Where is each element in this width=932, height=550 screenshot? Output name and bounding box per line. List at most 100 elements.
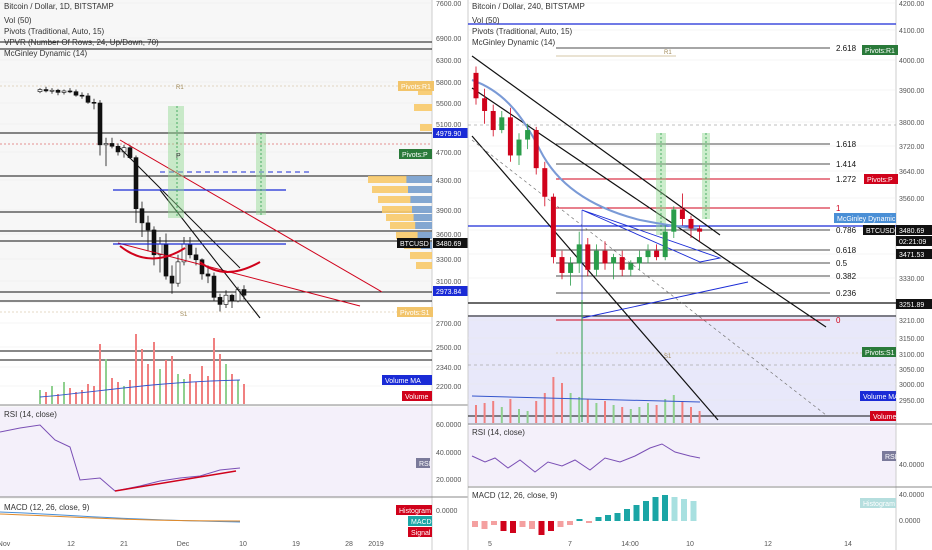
left-volume-bar — [45, 392, 47, 404]
right-candle-body — [679, 209, 685, 219]
right-volume-bar — [543, 393, 546, 423]
left-y-tick: 5800.00 — [436, 80, 461, 87]
right-candle-body — [499, 117, 505, 131]
left-y-tick: 2700.00 — [436, 321, 461, 328]
left-volume-bar — [159, 369, 161, 404]
left-tag-histogram: Histogram — [399, 508, 431, 515]
left-vpvr-bar — [416, 262, 432, 269]
left-tag-3480-bg — [433, 238, 469, 248]
right-green-range — [656, 133, 666, 235]
left-x-tick: 2019 — [368, 541, 384, 548]
left-candle-body — [109, 143, 115, 147]
left-volume-bar — [135, 334, 137, 404]
right-volume-bar — [655, 405, 658, 423]
right-macd-bar — [690, 501, 697, 521]
right-volume-bar — [509, 399, 512, 423]
right-pivot-s1-label: S1 — [664, 354, 672, 360]
right-volume-bar — [647, 403, 649, 423]
right-y-tick: 3000.00 — [899, 382, 924, 389]
left-x-tick: 21 — [120, 541, 128, 548]
right-channel-top — [471, 55, 721, 236]
right-tag-3471-bg — [896, 249, 932, 259]
right-y-tick: 3720.00 — [899, 144, 924, 151]
left-tag-signal-bg — [408, 527, 432, 537]
left-tag-rsi: RSI — [419, 461, 431, 468]
left-pivot-r1-label: R1 — [176, 85, 184, 91]
left-legend-line: McGinley Dynamic (14) — [4, 49, 88, 58]
right-macd-bar — [643, 501, 649, 521]
right-macd-bar — [576, 519, 583, 521]
left-vpvr-bar-dn — [406, 176, 432, 183]
right-candle-body — [697, 228, 703, 232]
left-candle-body — [49, 89, 55, 92]
right-volume-bar — [690, 407, 692, 423]
right-tag-3480-bg — [896, 225, 932, 235]
right-tag-btcusd: BTCUSD — [866, 228, 895, 235]
left-macd-signal — [0, 513, 241, 522]
right-candle-body — [525, 130, 531, 140]
left-tag-btcusd-bg — [397, 238, 430, 248]
left-candle-body — [211, 275, 217, 298]
right-candle-body — [533, 130, 539, 169]
right-fib-label: 0.5 — [836, 259, 848, 268]
right-tag-mcginley-bg — [834, 213, 896, 223]
right-tag-volume-ma-bg — [860, 391, 896, 401]
left-candle-body — [205, 273, 211, 277]
right-tag-pivots-r1-bg — [862, 45, 898, 55]
right-macd-bar — [605, 515, 611, 521]
left-volume-bar — [75, 392, 77, 404]
right-candle-body — [482, 98, 488, 111]
left-volume-bar — [141, 349, 143, 404]
right-volume-bar — [561, 383, 563, 423]
left-vpvr-bar — [420, 124, 432, 131]
left-arc — [119, 245, 186, 260]
right-candle-body — [568, 263, 574, 273]
left-volume-bar — [69, 388, 71, 404]
right-rsi-line — [471, 443, 701, 473]
left-candle-body — [199, 259, 205, 275]
left-legend-line: VPVR (Number Of Rows, 24, Up/Down, 70) — [4, 38, 159, 47]
right-y-tick: 3330.00 — [899, 276, 924, 283]
left-volume-bar — [183, 379, 185, 404]
left-volume-bar — [99, 344, 101, 404]
right-volume-bar — [698, 411, 701, 423]
left-macd-legend: MACD (12, 26, close, 9) — [4, 503, 90, 512]
right-volume-bar — [483, 403, 486, 423]
right-candle-body — [636, 257, 642, 264]
left-tag-4979: 4979.90 — [436, 131, 461, 138]
right-tag-rsi-bg — [882, 451, 896, 461]
left-vpvr-bar-dn — [417, 232, 432, 239]
right-fib-label: 1.414 — [836, 160, 857, 169]
right-tag-btcusd-bg — [863, 225, 895, 235]
left-vpvr-bar-dn — [415, 222, 432, 229]
right-candle-body — [507, 117, 513, 156]
right-fib-label: 2.618 — [836, 44, 857, 53]
left-volume-bar — [63, 382, 65, 404]
left-y-tick: 7600.00 — [436, 1, 461, 8]
left-y-tick: 6900.00 — [436, 36, 461, 43]
left-candle-body — [43, 89, 49, 92]
left-candle-body — [37, 89, 43, 92]
right-candle-body — [516, 139, 522, 156]
left-trendline-red-2 — [117, 242, 361, 307]
right-macd-bar — [671, 497, 678, 521]
left-tag-pivots-s1-bg — [397, 307, 433, 317]
left-tag-histogram-bg — [396, 505, 432, 515]
right-candle-body — [550, 196, 556, 258]
right-volume-bar — [612, 405, 615, 423]
left-p-mark: P — [176, 153, 181, 160]
left-volume-bar — [105, 359, 107, 404]
right-macd-bar — [481, 521, 488, 529]
left-volume-bar — [93, 386, 95, 404]
right-candle-body — [611, 257, 617, 264]
right-rsi-bg — [468, 426, 896, 486]
right-macd-bar — [567, 521, 573, 525]
left-candle-body — [91, 101, 97, 104]
left-candle-body — [217, 297, 223, 305]
left-macd-tick: 0.0000 — [436, 508, 458, 515]
right-tag-3251-bg — [896, 299, 932, 309]
left-candle-body — [79, 94, 85, 97]
right-chart-title: Bitcoin / Dollar, 240, BITSTAMP — [472, 2, 585, 11]
left-arc-2 — [199, 261, 261, 273]
right-tag-countdown-bg — [896, 236, 932, 246]
